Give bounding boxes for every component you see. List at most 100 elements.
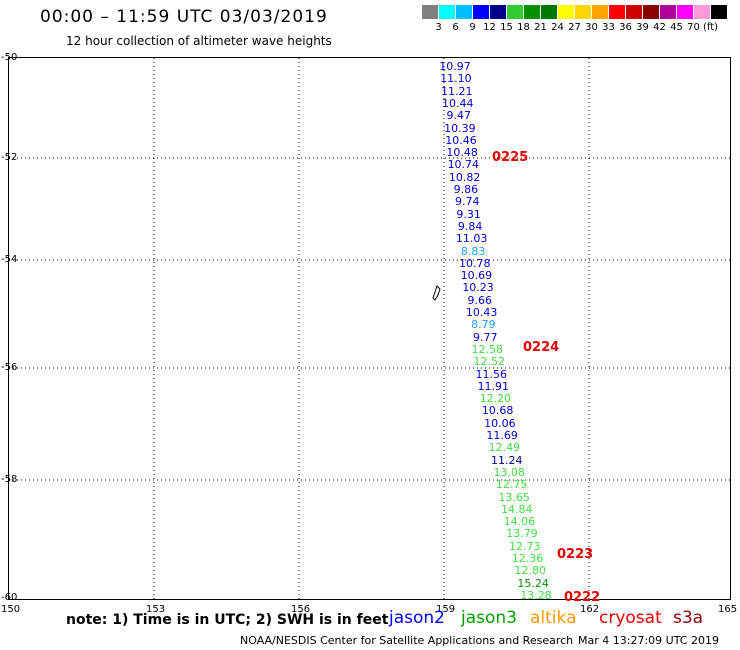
wave-height-value: 13.79 bbox=[506, 527, 538, 541]
wave-height-value: 9.47 bbox=[446, 109, 472, 123]
lon-label: 150 bbox=[1, 604, 21, 615]
scale-swatch bbox=[456, 5, 473, 19]
wave-height-value: 9.86 bbox=[453, 183, 479, 197]
page-subtitle: 12 hour collection of altimeter wave hei… bbox=[66, 34, 332, 48]
wave-height-value: 10.06 bbox=[484, 416, 516, 430]
footer-timestamp: Mar 4 13:27:09 UTC 2019 bbox=[578, 634, 719, 647]
wave-height-value: 12.49 bbox=[488, 441, 521, 455]
wave-height-value: 12.36 bbox=[511, 552, 544, 566]
wave-height-value: 10.46 bbox=[445, 133, 477, 147]
scale-swatch bbox=[660, 5, 677, 19]
wave-height-value: 12.58 bbox=[471, 342, 503, 356]
grid bbox=[9, 58, 730, 599]
scale-label: 24 bbox=[551, 22, 564, 33]
time-label: 0224 bbox=[523, 340, 560, 355]
scale-label: 36 bbox=[619, 22, 632, 33]
lat-label: -54 bbox=[1, 254, 18, 265]
scale-swatch bbox=[541, 5, 558, 19]
legend-jason2: jason2 bbox=[389, 608, 445, 628]
wave-height-value: 10.69 bbox=[460, 269, 493, 283]
scale-swatch bbox=[473, 5, 490, 19]
scale-swatch bbox=[694, 5, 711, 19]
wave-height-value: 9.66 bbox=[467, 293, 493, 307]
scale-label: 27 bbox=[568, 22, 581, 33]
lon-label: 156 bbox=[291, 604, 311, 615]
scale-label: 15 bbox=[500, 22, 513, 33]
footer-credit: NOAA/NESDIS Center for Satellite Applica… bbox=[240, 634, 574, 647]
scale-swatch bbox=[507, 5, 524, 19]
lon-label: 165 bbox=[718, 604, 738, 615]
lat-label: -60 bbox=[1, 592, 18, 603]
wave-height-value: 10.39 bbox=[444, 121, 476, 135]
scale-swatch bbox=[439, 5, 456, 19]
scale-label: 9 bbox=[469, 22, 476, 33]
wave-height-value: 11.69 bbox=[486, 429, 518, 443]
lat-label: -50 bbox=[1, 52, 18, 63]
lat-label: -56 bbox=[1, 362, 18, 373]
map-plot-area bbox=[8, 57, 731, 600]
wave-height-value: 14.06 bbox=[503, 515, 536, 529]
wave-height-value: 13.08 bbox=[493, 465, 525, 479]
time-label: 0225 bbox=[492, 150, 529, 165]
wave-height-value: 10.68 bbox=[481, 404, 514, 418]
wave-height-value: 13.28 bbox=[520, 589, 552, 602]
scale-label: 45 bbox=[670, 22, 683, 33]
scale-label: 30 bbox=[585, 22, 598, 33]
scale-label: 6 bbox=[452, 22, 459, 33]
scale-label: 21 bbox=[534, 22, 547, 33]
scale-label: 3 bbox=[435, 22, 442, 33]
wave-height-value: 9.77 bbox=[473, 330, 498, 344]
legend-cryosat: cryosat bbox=[599, 608, 662, 628]
scale-swatch bbox=[677, 5, 694, 19]
wave-height-value: 8.83 bbox=[460, 244, 486, 258]
wave-height-value: 11.10 bbox=[440, 72, 472, 86]
scale-swatch bbox=[643, 5, 660, 19]
wave-height-value: 11.03 bbox=[455, 232, 488, 246]
wave-height-value: 12.75 bbox=[495, 478, 528, 492]
wave-height-value: 12.20 bbox=[479, 392, 512, 406]
scale-swatch bbox=[592, 5, 609, 19]
wave-height-value: 10.44 bbox=[442, 96, 474, 110]
scale-label: 18 bbox=[517, 22, 530, 33]
legend-jason3: jason3 bbox=[461, 608, 517, 628]
scale-label: 33 bbox=[602, 22, 615, 33]
scale-swatch bbox=[524, 5, 541, 19]
wave-height-value: 11.91 bbox=[477, 379, 510, 393]
lat-label: -52 bbox=[1, 152, 18, 163]
wave-height-value: 12.52 bbox=[473, 355, 505, 369]
wave-height-value: 10.23 bbox=[462, 281, 494, 295]
scale-swatch bbox=[490, 5, 507, 19]
scale-swatch bbox=[626, 5, 643, 19]
units-note: note: 1) Time is in UTC; 2) SWH is in fe… bbox=[66, 612, 389, 628]
lat-label: -58 bbox=[1, 474, 18, 485]
legend-altika: altika bbox=[530, 608, 577, 628]
wave-height-value: 11.21 bbox=[441, 84, 473, 98]
wave-height-value: 8.79 bbox=[471, 318, 496, 332]
island-outline bbox=[432, 285, 441, 301]
wave-height-value: 15.24 bbox=[517, 576, 549, 590]
wave-height-value: 10.78 bbox=[458, 256, 491, 270]
wave-height-value: 13.65 bbox=[498, 490, 530, 504]
legend-s3a: s3a bbox=[673, 608, 704, 628]
wave-height-value: 11.56 bbox=[475, 367, 508, 381]
scale-label: 12 bbox=[483, 22, 496, 33]
time-label: 0222 bbox=[564, 590, 601, 605]
lon-label: 162 bbox=[580, 604, 600, 615]
wave-height-value: 9.31 bbox=[456, 207, 481, 221]
scale-swatch bbox=[609, 5, 626, 19]
scale-swatch bbox=[422, 5, 439, 19]
wave-height-value: 10.43 bbox=[465, 306, 498, 320]
wave-height-value: 10.97 bbox=[439, 60, 471, 73]
scale-label: 42 bbox=[653, 22, 666, 33]
wave-height-value: 11.24 bbox=[491, 453, 523, 467]
wave-height-value: 14.84 bbox=[500, 502, 533, 516]
wave-height-value: 10.74 bbox=[447, 158, 480, 172]
scale-label: 39 bbox=[636, 22, 649, 33]
lon-label: 153 bbox=[146, 604, 166, 615]
wave-height-value: 12.80 bbox=[514, 564, 547, 578]
lon-label: 159 bbox=[436, 604, 456, 615]
page-title: 00:00 – 11:59 UTC 03/03/2019 bbox=[40, 7, 328, 27]
time-label: 0223 bbox=[557, 547, 594, 562]
wave-height-value: 10.48 bbox=[446, 146, 478, 160]
scale-label: (ft) bbox=[702, 22, 719, 33]
